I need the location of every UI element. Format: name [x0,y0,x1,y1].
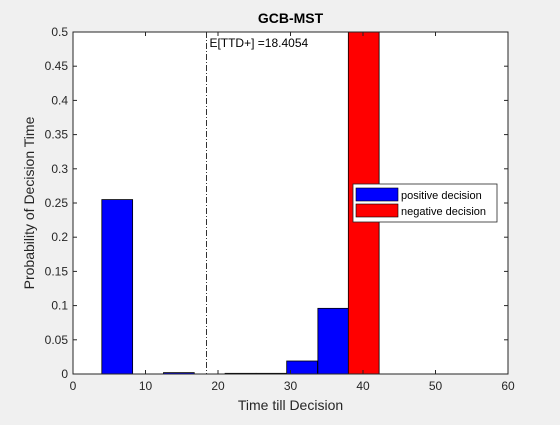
legend: positive decision negative decision [352,183,498,223]
bar-positive-4 [286,360,318,375]
x-tick-label: 20 [211,379,225,393]
ticks-layer: 0 10 20 30 40 50 60 0 0.05 0.1 0.15 0.2 0.25 0.3 0.35 0… [45,25,515,393]
legend-swatch [355,203,399,218]
y-tick-label: 0.15 [45,264,69,278]
x-tick-label: 40 [356,379,370,393]
legend-swatch [355,187,399,202]
x-tick-label: 10 [139,379,153,393]
y-tick-label: 0.45 [45,59,69,73]
x-tick-label: 0 [70,379,77,393]
bar-positive-0 [101,199,134,375]
y-tick-label: 0 [61,367,68,381]
x-tick-label: 60 [501,379,515,393]
y-tick-label: 0.4 [51,93,68,107]
legend-label: positive decision [401,190,482,202]
chart-title: GCB-MST [258,10,324,26]
x-tick-label: 30 [284,379,298,393]
y-tick-label: 0.2 [51,230,68,244]
y-tick-label: 0.3 [51,162,68,176]
bar-positive-5 [317,307,350,375]
y-tick-label: 0.25 [45,196,69,210]
expected-ttd-annotation: E[TTD+] =18.4054 [209,36,308,50]
x-axis-label: Time till Decision [238,397,343,413]
y-tick-label: 0.5 [51,25,68,39]
y-axis-label: Probability of Decision Time [21,116,37,289]
x-tick-label: 50 [429,379,443,393]
legend-label: negative decision [401,206,486,218]
y-tick-label: 0.05 [45,333,69,347]
y-tick-label: 0.1 [51,299,68,313]
y-tick-label: 0.35 [45,128,69,142]
